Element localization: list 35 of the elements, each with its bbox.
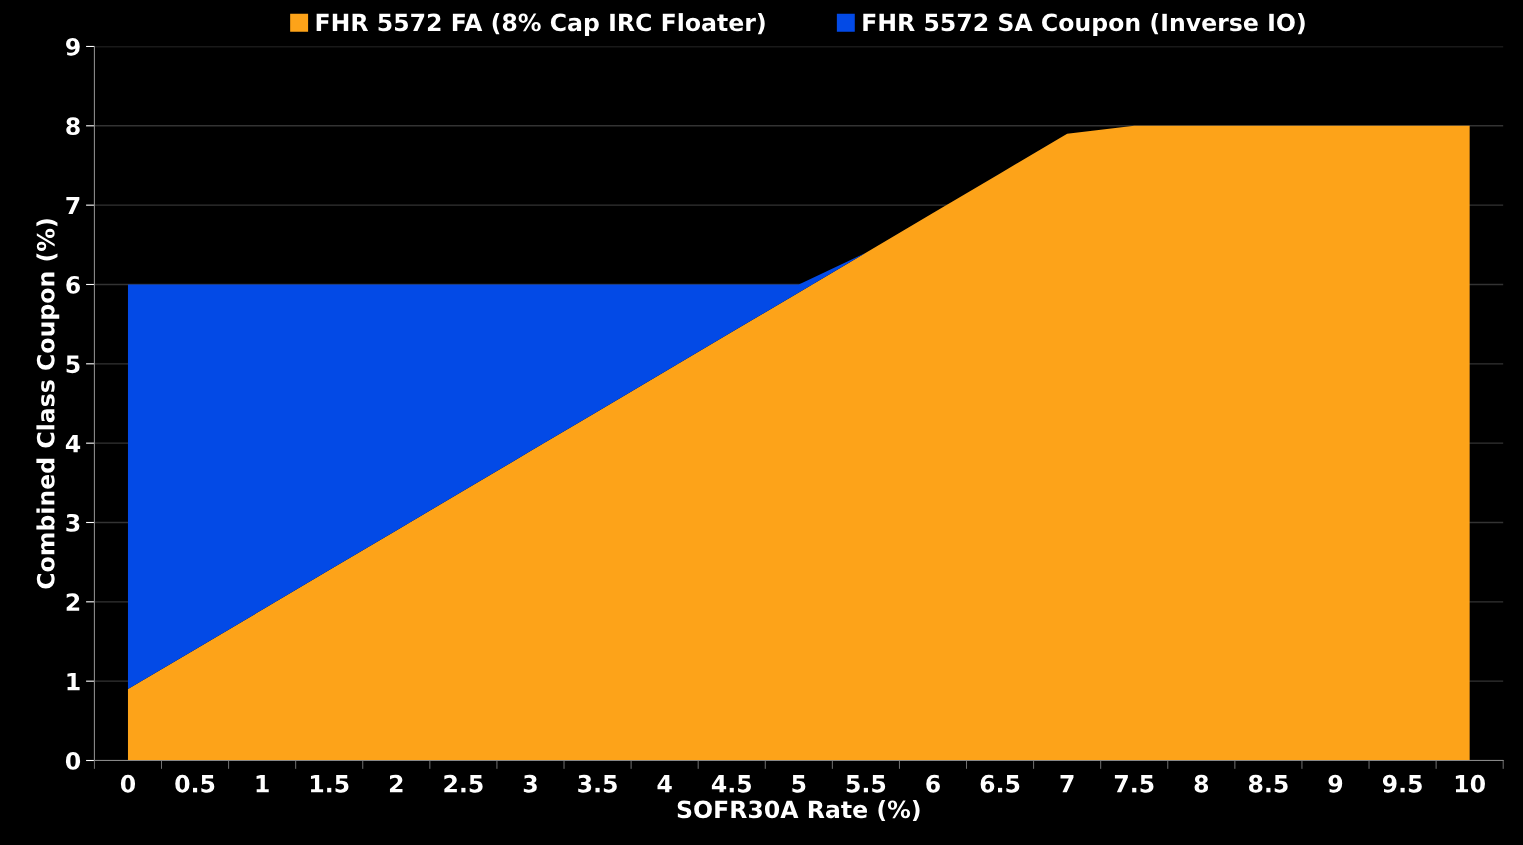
y-tick-label: 4 [65, 434, 81, 453]
x-tick-label: 7 [1060, 775, 1074, 793]
y-tick-label: 0 [65, 751, 81, 770]
y-tick-label: 2 [66, 593, 80, 611]
y-tick-label: 1 [67, 672, 80, 691]
x-tick-label: 0 [120, 774, 136, 793]
legend-label: FHR 5572 FA (8% Cap IRC Floater) [316, 13, 765, 36]
x-axis-title: SOFR30A Rate (%) [677, 800, 920, 822]
x-tick-label: 5.5 [846, 775, 886, 793]
y-tick-label: 6 [66, 275, 80, 294]
x-tick-label: 2.5 [444, 774, 483, 793]
y-tick-label: 7 [66, 196, 80, 215]
x-tick-label: 8.5 [1248, 774, 1288, 793]
x-tick-label: 9 [1328, 774, 1343, 793]
x-tick-label: 9.5 [1382, 774, 1422, 793]
x-tick-label: 0.5 [175, 774, 215, 793]
x-tick-label: 8 [1194, 774, 1209, 793]
y-tick-label: 5 [66, 355, 80, 374]
y-tick-label: 9 [66, 37, 80, 56]
y-axis-title: Combined Class Coupon (%) [36, 219, 60, 589]
x-tick-label: 4.5 [711, 775, 751, 793]
x-tick-label: 7.5 [1114, 775, 1154, 793]
y-tick-label: 3 [66, 513, 80, 532]
x-tick-label: 3 [523, 774, 537, 793]
x-tick-label: 4 [657, 775, 672, 793]
x-tick-label: 6 [926, 774, 940, 793]
legend-label: FHR 5572 SA Coupon (Inverse IO) [863, 13, 1305, 36]
x-tick-label: 1.5 [310, 775, 349, 793]
x-tick-label: 10 [1455, 774, 1485, 793]
x-tick-label: 5 [792, 775, 806, 793]
x-tick-label: 1 [256, 775, 269, 793]
x-tick-label: 6.5 [980, 774, 1020, 793]
x-tick-label: 2 [389, 774, 403, 793]
x-tick-label: 3.5 [578, 774, 617, 793]
y-tick-label: 8 [66, 117, 80, 136]
